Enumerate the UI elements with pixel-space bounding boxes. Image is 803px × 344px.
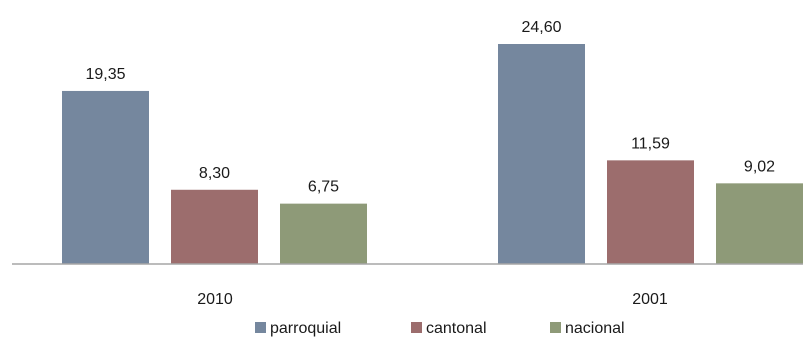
legend-swatch-cantonal [411,322,422,333]
legend-item-nacional: nacional [550,320,625,337]
legend-swatch-parroquial [255,322,266,333]
data-label-nacional-2001: 9,02 [744,158,775,175]
category-label-2010: 2010 [197,291,233,308]
data-label-parroquial-2001: 24,60 [521,19,561,36]
category-label-2001: 2001 [632,291,668,308]
legend-swatch-nacional [550,322,561,333]
category-labels-group: 2010 2001 [197,291,668,308]
legend: parroquial cantonal nacional [255,320,625,337]
legend-label-cantonal: cantonal [426,320,487,337]
bar-cantonal-2001 [607,160,694,264]
bar-parroquial-2001 [498,44,585,264]
data-label-cantonal-2010: 8,30 [199,165,230,182]
bar-cantonal-2010 [171,190,258,264]
bar-nacional-2001 [716,183,803,264]
legend-label-nacional: nacional [565,320,625,337]
bar-parroquial-2010 [62,91,149,264]
legend-item-parroquial: parroquial [255,320,341,337]
legend-item-cantonal: cantonal [411,320,487,337]
legend-label-parroquial: parroquial [270,320,341,337]
data-label-cantonal-2001: 11,59 [631,135,670,152]
bar-nacional-2010 [280,204,367,264]
data-label-nacional-2010: 6,75 [308,179,339,196]
bars-group [62,44,803,264]
data-label-parroquial-2010: 19,35 [85,66,125,83]
